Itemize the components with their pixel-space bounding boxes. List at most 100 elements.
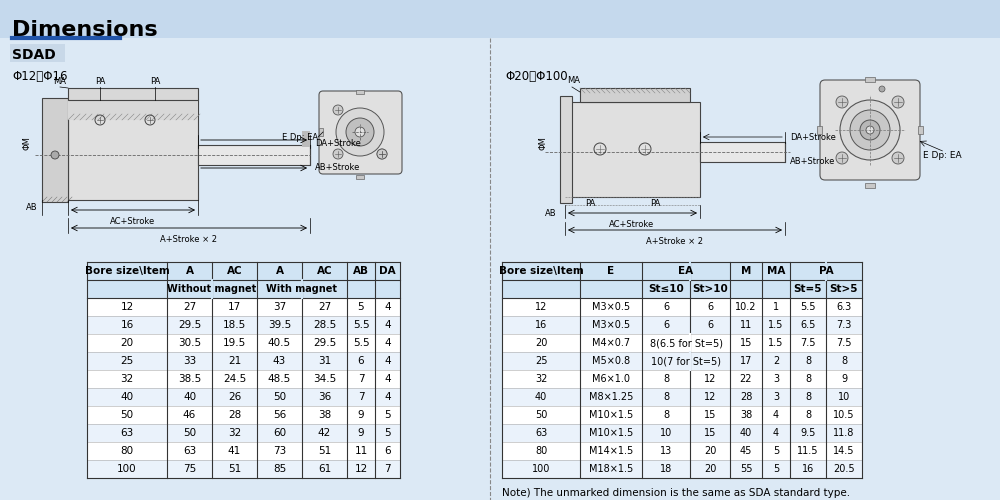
Text: 100: 100	[117, 464, 137, 474]
Text: 4: 4	[384, 392, 391, 402]
Text: 6: 6	[358, 356, 364, 366]
Text: 27: 27	[183, 302, 196, 312]
Text: 4: 4	[384, 302, 391, 312]
Text: 8: 8	[663, 374, 669, 384]
Text: 10: 10	[838, 392, 850, 402]
Text: 10.2: 10.2	[735, 302, 757, 312]
Text: 21: 21	[228, 356, 241, 366]
Text: 22: 22	[740, 374, 752, 384]
Text: 4: 4	[773, 428, 779, 438]
Bar	[502, 316, 862, 334]
Text: St>5: St>5	[830, 284, 858, 294]
Text: 40: 40	[740, 428, 752, 438]
Bar	[87, 262, 400, 280]
Text: 51: 51	[228, 464, 241, 474]
Bar	[302, 131, 310, 147]
Bar	[0, 0, 1000, 38]
Bar	[87, 406, 400, 424]
Text: A: A	[276, 266, 284, 276]
Bar	[356, 175, 364, 179]
Text: 55: 55	[740, 464, 752, 474]
Bar	[502, 352, 862, 370]
Text: 9.5: 9.5	[800, 428, 816, 438]
Text: ΦM: ΦM	[538, 136, 547, 150]
Text: 15: 15	[740, 338, 752, 348]
Text: DA+Stroke: DA+Stroke	[315, 138, 361, 147]
Bar	[502, 442, 862, 460]
Text: Φ12、Φ16: Φ12、Φ16	[12, 70, 68, 82]
Text: 20: 20	[120, 338, 134, 348]
Text: DA+Stroke: DA+Stroke	[790, 132, 836, 141]
Text: 32: 32	[120, 374, 134, 384]
Text: 5: 5	[773, 464, 779, 474]
Circle shape	[346, 118, 374, 146]
Text: 40: 40	[183, 392, 196, 402]
Text: 32: 32	[228, 428, 241, 438]
Text: 50: 50	[273, 392, 286, 402]
Text: 1.5: 1.5	[768, 320, 784, 330]
Text: MA: MA	[767, 266, 785, 276]
Text: MA: MA	[567, 76, 580, 85]
FancyBboxPatch shape	[580, 88, 690, 102]
Text: 38: 38	[740, 410, 752, 420]
Text: 50: 50	[183, 428, 196, 438]
Text: E: E	[607, 266, 615, 276]
Text: 12: 12	[704, 392, 716, 402]
Text: E Dp: EA: E Dp: EA	[282, 132, 318, 141]
Text: 15: 15	[704, 410, 716, 420]
Bar	[87, 370, 400, 388]
Text: 56: 56	[273, 410, 286, 420]
Bar	[502, 262, 862, 478]
Text: 5.5: 5.5	[353, 320, 369, 330]
Text: Φ20～Φ100: Φ20～Φ100	[505, 70, 568, 82]
Text: 8: 8	[805, 374, 811, 384]
Bar	[87, 442, 400, 460]
Bar	[356, 90, 364, 94]
Bar	[87, 298, 400, 316]
Text: St=5: St=5	[794, 284, 822, 294]
Text: 6: 6	[707, 302, 713, 312]
Text: 10: 10	[660, 428, 672, 438]
Text: 9: 9	[358, 428, 364, 438]
Text: 33: 33	[183, 356, 196, 366]
Text: 42: 42	[318, 428, 331, 438]
Text: 63: 63	[183, 446, 196, 456]
Circle shape	[879, 86, 885, 92]
Bar	[502, 280, 862, 298]
Text: 45: 45	[740, 446, 752, 456]
Text: 29.5: 29.5	[178, 320, 201, 330]
Text: 10.5: 10.5	[833, 410, 855, 420]
Text: 12: 12	[535, 302, 547, 312]
Text: With magnet: With magnet	[266, 284, 338, 294]
Circle shape	[840, 100, 900, 160]
Text: 51: 51	[318, 446, 331, 456]
Text: Bore size\Item: Bore size\Item	[85, 266, 169, 276]
Text: M18×1.5: M18×1.5	[589, 464, 633, 474]
Text: 5: 5	[773, 446, 779, 456]
Text: 26: 26	[228, 392, 241, 402]
Text: 40.5: 40.5	[268, 338, 291, 348]
Text: 73: 73	[273, 446, 286, 456]
Text: 12: 12	[704, 374, 716, 384]
Text: St≤10: St≤10	[648, 284, 684, 294]
Text: AC: AC	[227, 266, 242, 276]
Text: DA: DA	[379, 266, 396, 276]
Text: 100: 100	[532, 464, 550, 474]
Bar	[502, 262, 862, 280]
Text: 9: 9	[841, 374, 847, 384]
Text: 7: 7	[358, 374, 364, 384]
Text: 17: 17	[228, 302, 241, 312]
Text: M5×0.8: M5×0.8	[592, 356, 630, 366]
Text: AB+Stroke: AB+Stroke	[315, 164, 360, 172]
FancyBboxPatch shape	[68, 100, 198, 200]
Text: 36: 36	[318, 392, 331, 402]
Bar	[865, 183, 875, 188]
Text: AC+Stroke: AC+Stroke	[110, 217, 156, 226]
Circle shape	[892, 96, 904, 108]
Text: 12: 12	[120, 302, 134, 312]
Text: 31: 31	[318, 356, 331, 366]
Text: 1.5: 1.5	[768, 338, 784, 348]
Text: 7: 7	[358, 392, 364, 402]
Text: 7.3: 7.3	[836, 320, 852, 330]
Text: M10×1.5: M10×1.5	[589, 428, 633, 438]
